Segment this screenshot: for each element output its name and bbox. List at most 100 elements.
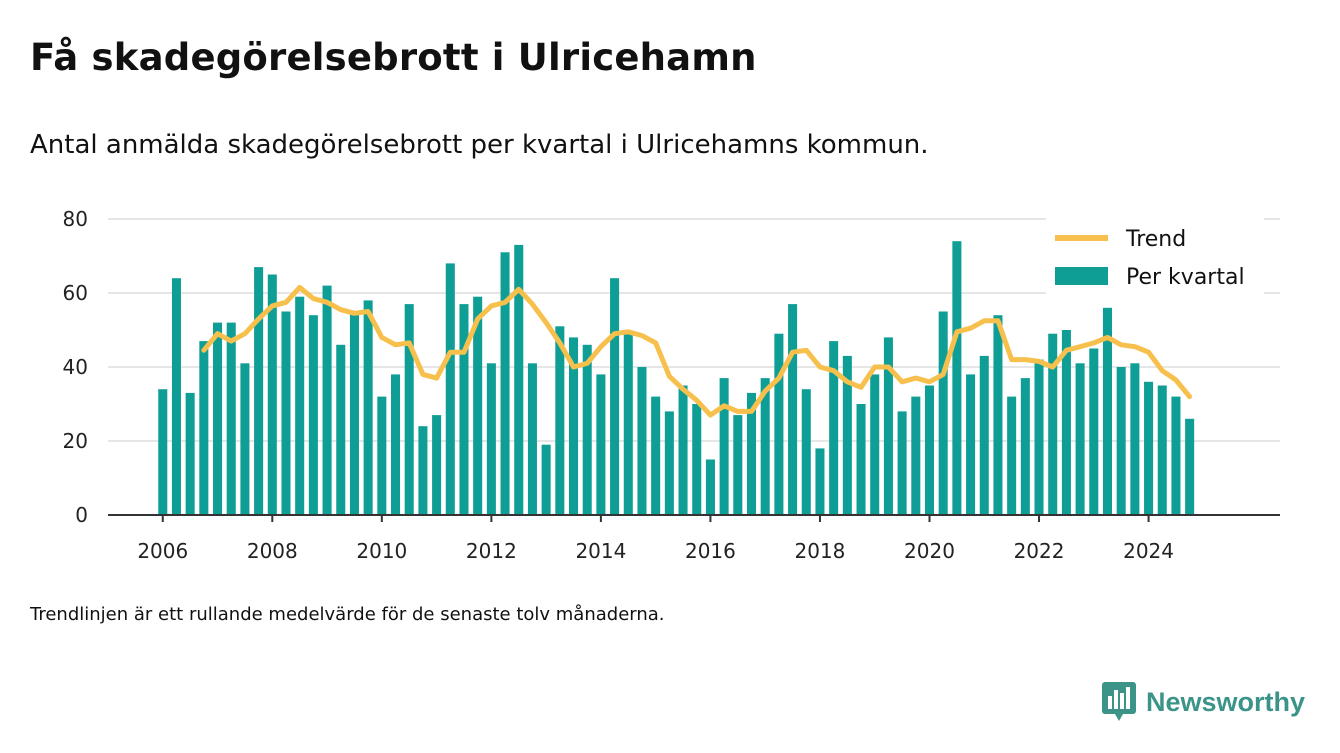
bar — [842, 355, 852, 515]
bar — [883, 337, 893, 515]
bar — [1157, 385, 1167, 515]
bar — [404, 304, 414, 515]
bar — [924, 385, 935, 515]
bar — [171, 278, 181, 515]
trend-line — [201, 284, 1193, 418]
bar — [1075, 363, 1085, 515]
x-tick-label: 2010 — [356, 539, 407, 563]
bar — [582, 344, 592, 515]
bar — [1089, 348, 1099, 515]
bar — [1116, 367, 1126, 515]
bar — [267, 274, 277, 515]
bar — [377, 396, 387, 515]
legend-bar-label: Per kvartal — [1126, 265, 1245, 290]
bar — [692, 404, 702, 515]
bar — [760, 378, 770, 515]
bar — [911, 396, 921, 515]
bar — [1102, 307, 1113, 515]
bar-series — [158, 241, 1195, 516]
bar — [637, 367, 647, 515]
bar — [391, 374, 401, 515]
bar — [336, 344, 346, 515]
bar — [1130, 363, 1140, 515]
bar — [596, 374, 606, 515]
bar — [322, 285, 332, 515]
bar-chart-speech-bubble-icon — [1102, 682, 1136, 721]
legend-bar-swatch — [1055, 267, 1108, 285]
bar — [1034, 359, 1044, 515]
chart-subtitle: Antal anmälda skadegörelsebrott per kvar… — [30, 130, 929, 160]
bar — [1020, 378, 1030, 515]
x-tick-label: 2020 — [904, 539, 955, 563]
bar — [1144, 381, 1154, 515]
bar — [1007, 396, 1017, 515]
bar — [801, 389, 811, 515]
newsworthy-logo[interactable]: Newsworthy — [1102, 682, 1305, 722]
bar — [1048, 333, 1058, 515]
chart-area: 0 20 40 60 80 2006 2008 2010 2012 2014 2016 2018 202… — [63, 207, 1280, 563]
bar — [719, 378, 729, 515]
bar — [527, 363, 537, 515]
bar — [746, 392, 757, 515]
bar — [938, 311, 948, 515]
bar — [664, 411, 674, 515]
bar — [445, 263, 455, 515]
bar — [651, 396, 661, 515]
bar — [623, 333, 633, 515]
bar — [486, 363, 496, 515]
y-tick-label: 20 — [63, 429, 88, 453]
bar — [308, 315, 318, 515]
bar — [870, 374, 880, 515]
chart-title: Få skadegörelsebrott i Ulricehamn — [30, 36, 757, 79]
axes: 0 20 40 60 80 2006 2008 2010 2012 2014 2016 2018 202… — [63, 207, 1280, 563]
bar — [1061, 330, 1071, 515]
y-tick-label: 60 — [63, 281, 88, 305]
bar — [979, 355, 989, 515]
bar — [1185, 418, 1195, 515]
bar — [897, 411, 907, 515]
bar — [240, 363, 250, 515]
bar — [226, 322, 236, 515]
footnote: Trendlinjen är ett rullande medelvärde f… — [30, 604, 665, 625]
bar — [815, 448, 825, 515]
bar — [349, 311, 359, 515]
legend: Trend Per kvartal — [1046, 213, 1264, 295]
y-tick-label: 40 — [63, 355, 88, 379]
brand-name: Newsworthy — [1146, 686, 1306, 717]
bar — [705, 459, 715, 515]
bar — [281, 311, 291, 515]
bar — [418, 426, 428, 515]
bar — [363, 300, 373, 515]
bar — [966, 374, 976, 515]
bar — [514, 244, 524, 515]
bar — [432, 415, 442, 515]
bar — [555, 326, 565, 515]
bar — [788, 304, 798, 515]
bar — [213, 322, 223, 515]
bar — [610, 278, 620, 515]
bar — [952, 241, 962, 515]
x-tick-label: 2008 — [247, 539, 298, 563]
bar — [500, 252, 510, 516]
bar — [829, 341, 839, 515]
x-tick-label: 2016 — [685, 539, 736, 563]
bar — [295, 296, 305, 515]
bar — [185, 392, 195, 515]
bar — [1171, 396, 1181, 515]
bar — [254, 267, 264, 515]
x-tick-label: 2012 — [466, 539, 517, 563]
bar — [993, 315, 1003, 515]
y-tick-label: 0 — [75, 503, 88, 527]
x-tick-label: 2006 — [137, 539, 188, 563]
y-tick-label: 80 — [63, 207, 88, 231]
bar — [541, 444, 551, 515]
bar — [568, 337, 579, 515]
x-tick-label: 2022 — [1014, 539, 1065, 563]
bar — [856, 404, 866, 515]
bar — [678, 385, 688, 515]
trend-series — [201, 284, 1193, 418]
bar — [199, 341, 209, 515]
bar — [473, 296, 483, 515]
bar — [774, 333, 784, 515]
x-tick-label: 2024 — [1123, 539, 1174, 563]
